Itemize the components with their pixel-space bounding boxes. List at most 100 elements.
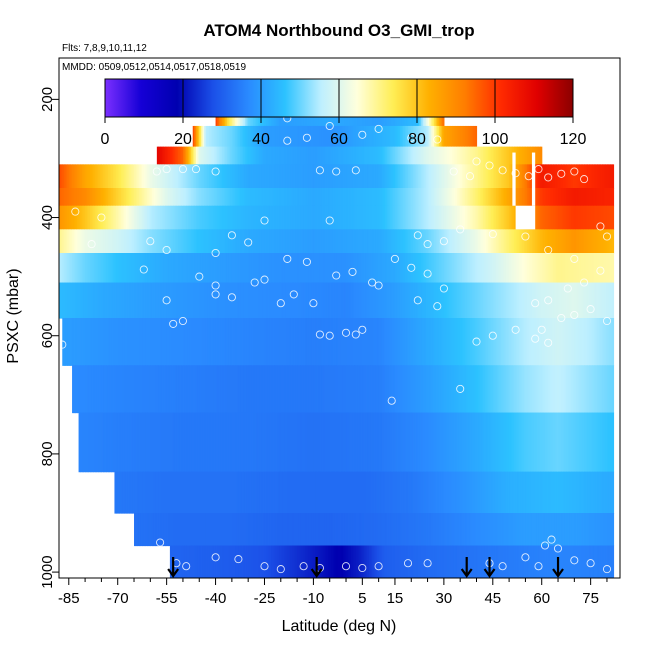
heat-cell — [450, 412, 453, 473]
heat-cell — [419, 164, 422, 189]
heat-cell — [452, 282, 455, 319]
heat-cell — [75, 365, 78, 414]
heat-cell — [91, 164, 94, 189]
heat-cell — [151, 365, 155, 414]
heat-cell — [251, 513, 254, 547]
heat-cell — [514, 282, 517, 319]
heat-cell — [275, 125, 279, 148]
heat-cell — [466, 513, 469, 547]
heat-cell — [419, 229, 422, 254]
heat-cell — [460, 318, 463, 366]
heat-cell — [538, 318, 541, 366]
heat-cell — [197, 282, 200, 319]
heat-cell — [295, 253, 298, 284]
heat-cell — [598, 164, 602, 189]
heat-cell — [261, 146, 264, 165]
heat-cell — [137, 471, 140, 514]
heat-cell — [401, 471, 404, 514]
heat-cell — [184, 318, 187, 366]
heat-cell — [254, 412, 257, 473]
heat-cell — [481, 318, 484, 366]
heat-cell — [527, 471, 530, 514]
heat-cell — [572, 205, 575, 230]
heat-cell — [483, 412, 486, 473]
heat-cell — [282, 365, 285, 414]
heat-cell — [377, 205, 380, 230]
heat-cell — [474, 282, 478, 319]
heat-cell — [474, 164, 478, 189]
heat-cell — [505, 253, 509, 284]
heat-cell — [313, 545, 316, 578]
heat-cell — [218, 318, 222, 366]
gap-cell — [531, 152, 536, 206]
heat-cell — [531, 412, 535, 473]
heat-cell — [352, 205, 355, 230]
heat-cell — [435, 412, 438, 473]
heat-cell — [249, 412, 253, 473]
heat-cell — [577, 229, 580, 254]
heat-cell — [137, 365, 140, 414]
heat-cell — [500, 318, 504, 366]
heat-cell — [73, 282, 76, 319]
heat-cell — [220, 282, 223, 319]
heat-cell — [106, 188, 109, 207]
heat-cell — [448, 125, 451, 148]
heat-cell — [342, 471, 345, 514]
heat-cell — [109, 205, 112, 230]
heat-cell — [440, 188, 443, 207]
heat-cell — [567, 545, 571, 578]
heat-cell — [386, 545, 390, 578]
heat-cell — [243, 545, 246, 578]
heat-cell — [197, 164, 200, 189]
heat-cell — [401, 545, 404, 578]
observation-marker — [547, 535, 556, 544]
heat-cell — [538, 471, 541, 514]
heat-cell — [357, 513, 360, 547]
heat-cell — [558, 282, 561, 319]
heat-cell — [169, 188, 173, 207]
heat-cell — [313, 188, 316, 207]
heat-cell — [207, 188, 210, 207]
heat-cell — [189, 471, 192, 514]
heat-cell — [381, 365, 385, 414]
heat-cell — [396, 282, 399, 319]
heat-cell — [574, 164, 577, 189]
heat-cell — [390, 229, 393, 254]
heat-cell — [435, 318, 438, 366]
heat-cell — [417, 125, 421, 148]
heat-cell — [409, 365, 412, 414]
heat-cell — [305, 513, 308, 547]
heat-cell — [191, 412, 194, 473]
heat-cell — [549, 365, 553, 414]
heat-cell — [349, 164, 352, 189]
heat-cell — [310, 471, 313, 514]
heat-cell — [564, 545, 567, 578]
heat-cell — [336, 365, 339, 414]
heat-cell — [406, 146, 409, 165]
heat-cell — [151, 282, 155, 319]
heat-cell — [323, 253, 326, 284]
heat-cell — [417, 253, 421, 284]
heat-cell — [262, 253, 266, 284]
heat-cell — [81, 205, 85, 230]
heat-cell — [279, 164, 282, 189]
heat-cell — [81, 365, 85, 414]
heat-cell — [140, 365, 143, 414]
heat-cell — [295, 125, 298, 148]
heat-cell — [210, 282, 213, 319]
heat-cell — [271, 164, 274, 189]
heat-cell — [399, 146, 403, 165]
heat-cell — [96, 282, 99, 319]
heat-cell — [520, 545, 523, 578]
heat-cell — [491, 318, 494, 366]
heat-cell — [332, 164, 336, 189]
heat-cell — [329, 412, 332, 473]
heat-cell — [367, 282, 370, 319]
heat-cell — [445, 545, 448, 578]
heat-cell — [316, 205, 319, 230]
heat-cell — [357, 412, 360, 473]
heat-cell — [86, 412, 89, 473]
heat-cell — [460, 146, 463, 165]
heat-cell — [347, 164, 350, 189]
heat-cell — [606, 471, 610, 514]
